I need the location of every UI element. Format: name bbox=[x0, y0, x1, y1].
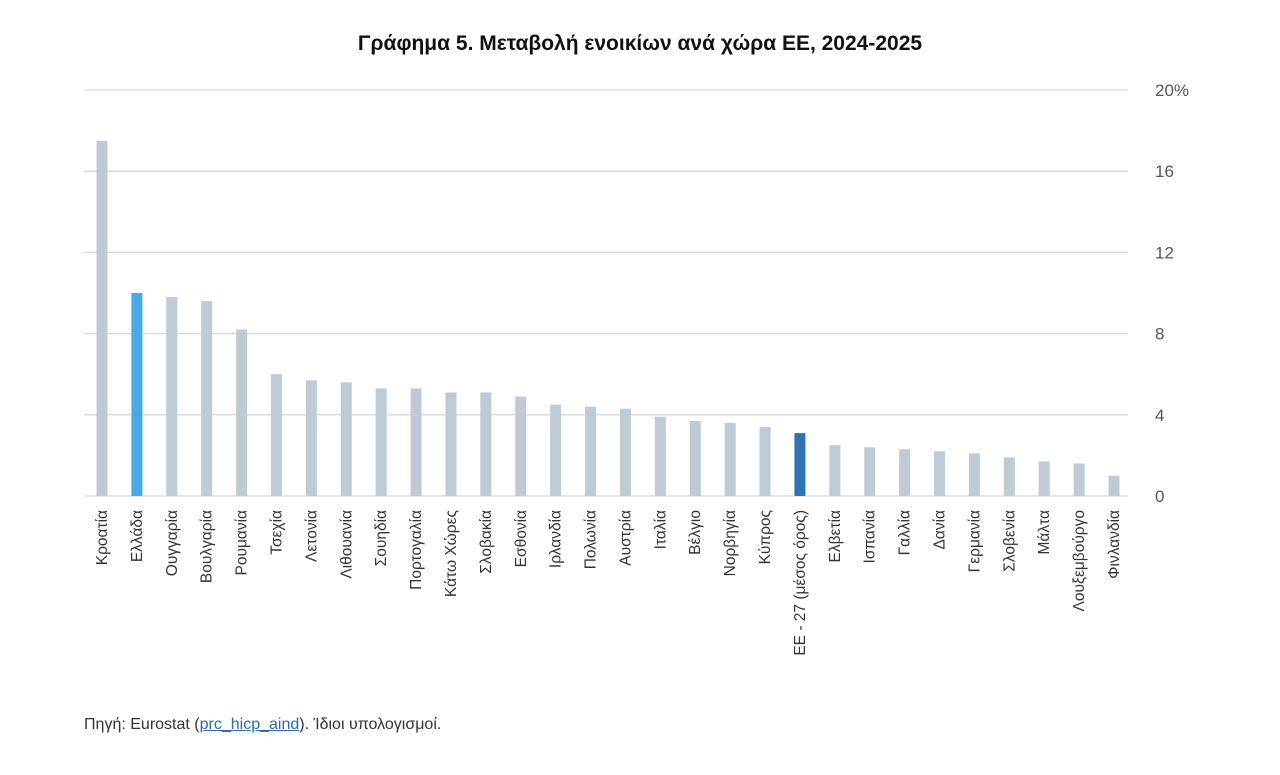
category-label: Γαλλία bbox=[897, 510, 914, 555]
bar bbox=[236, 329, 248, 496]
bar bbox=[1108, 475, 1120, 496]
category-label: Λουξεμβούργο bbox=[1071, 510, 1088, 611]
source-prefix: Πηγή: Eurostat ( bbox=[84, 716, 200, 733]
category-label: Κάτω Χώρες bbox=[443, 510, 460, 597]
bar bbox=[480, 392, 492, 496]
category-label: Κύπρος bbox=[757, 510, 774, 564]
category-label: Ουγγαρία bbox=[164, 510, 181, 576]
bar bbox=[1073, 463, 1085, 496]
bar bbox=[934, 451, 946, 496]
y-tick-label: 12 bbox=[1155, 243, 1174, 262]
bars bbox=[96, 140, 1120, 496]
category-label: Σλοβακία bbox=[478, 510, 495, 574]
category-label: Δανία bbox=[932, 510, 949, 550]
category-label: Κροατία bbox=[94, 510, 111, 565]
category-label: Αυστρία bbox=[617, 510, 634, 566]
bar bbox=[270, 374, 282, 496]
bar bbox=[759, 426, 771, 496]
category-label: Ισπανία bbox=[862, 510, 879, 564]
category-label: Ελλάδα bbox=[129, 510, 146, 562]
bar bbox=[829, 445, 841, 496]
bar bbox=[131, 293, 143, 496]
bar bbox=[585, 406, 597, 496]
bar bbox=[305, 380, 317, 496]
bar bbox=[340, 382, 352, 496]
bar bbox=[550, 404, 562, 496]
bar bbox=[654, 416, 666, 496]
bar bbox=[689, 420, 701, 496]
bar bbox=[619, 408, 631, 496]
bar bbox=[794, 433, 806, 496]
chart-title: Γράφημα 5. Μεταβολή ενοικίων ανά χώρα ΕΕ… bbox=[357, 32, 923, 55]
category-labels: Κροατία Ελλάδα Ουγγαρία Βουλγαρία Ρουμανία Τσ… bbox=[94, 510, 1123, 656]
bar bbox=[96, 140, 108, 496]
category-label: Μάλτα bbox=[1036, 510, 1053, 555]
bar bbox=[899, 449, 911, 496]
bar bbox=[1003, 457, 1015, 496]
y-tick-label: 8 bbox=[1155, 325, 1164, 344]
source-suffix: ). Ίδιοι υπολογισμοί. bbox=[299, 716, 442, 733]
category-label: Γερμανία bbox=[966, 510, 983, 572]
source-note: Πηγή: Eurostat (prc_hicp_aind). Ίδιοι υπ… bbox=[84, 716, 441, 734]
y-tick-label: 0 bbox=[1155, 487, 1164, 506]
y-tick-label: 4 bbox=[1155, 406, 1164, 425]
bar bbox=[1038, 461, 1050, 496]
bar bbox=[166, 297, 178, 496]
bar bbox=[724, 422, 736, 496]
category-label: Εσθονία bbox=[513, 510, 530, 567]
bar bbox=[864, 447, 876, 496]
category-label: ΕΕ - 27 (μέσος όρος) bbox=[792, 510, 809, 656]
y-tick-label: 20% bbox=[1155, 81, 1189, 100]
bar bbox=[968, 453, 980, 496]
category-label: Φινλανδία bbox=[1106, 510, 1123, 579]
category-label: Τσεχία bbox=[268, 510, 285, 555]
y-tick-label: 16 bbox=[1155, 162, 1174, 181]
bar bbox=[410, 388, 422, 496]
category-label: Πορτογαλία bbox=[408, 510, 425, 590]
category-label: Ιρλανδία bbox=[548, 510, 565, 568]
category-label: Βέλγιο bbox=[687, 510, 704, 555]
bar bbox=[375, 388, 387, 496]
category-label: Πολωνία bbox=[583, 510, 600, 569]
category-label: Σουηδία bbox=[373, 510, 390, 566]
category-label: Λετονία bbox=[303, 510, 320, 562]
category-label: Ρουμανία bbox=[234, 510, 251, 576]
category-label: Σλοβενία bbox=[1001, 510, 1018, 572]
bar bbox=[445, 392, 457, 496]
category-label: Ελβετία bbox=[827, 510, 844, 562]
bar bbox=[515, 396, 527, 496]
category-label: Ιταλία bbox=[652, 510, 669, 549]
y-axis-ticks: 0 4 8 12 16 20% bbox=[1155, 81, 1189, 506]
category-label: Βουλγαρία bbox=[199, 510, 216, 583]
category-label: Λιθουανία bbox=[338, 510, 355, 579]
category-label: Νορβηγία bbox=[722, 510, 739, 576]
bar bbox=[201, 301, 213, 496]
source-link[interactable]: prc_hicp_aind bbox=[199, 716, 300, 733]
gridlines bbox=[84, 89, 1128, 497]
